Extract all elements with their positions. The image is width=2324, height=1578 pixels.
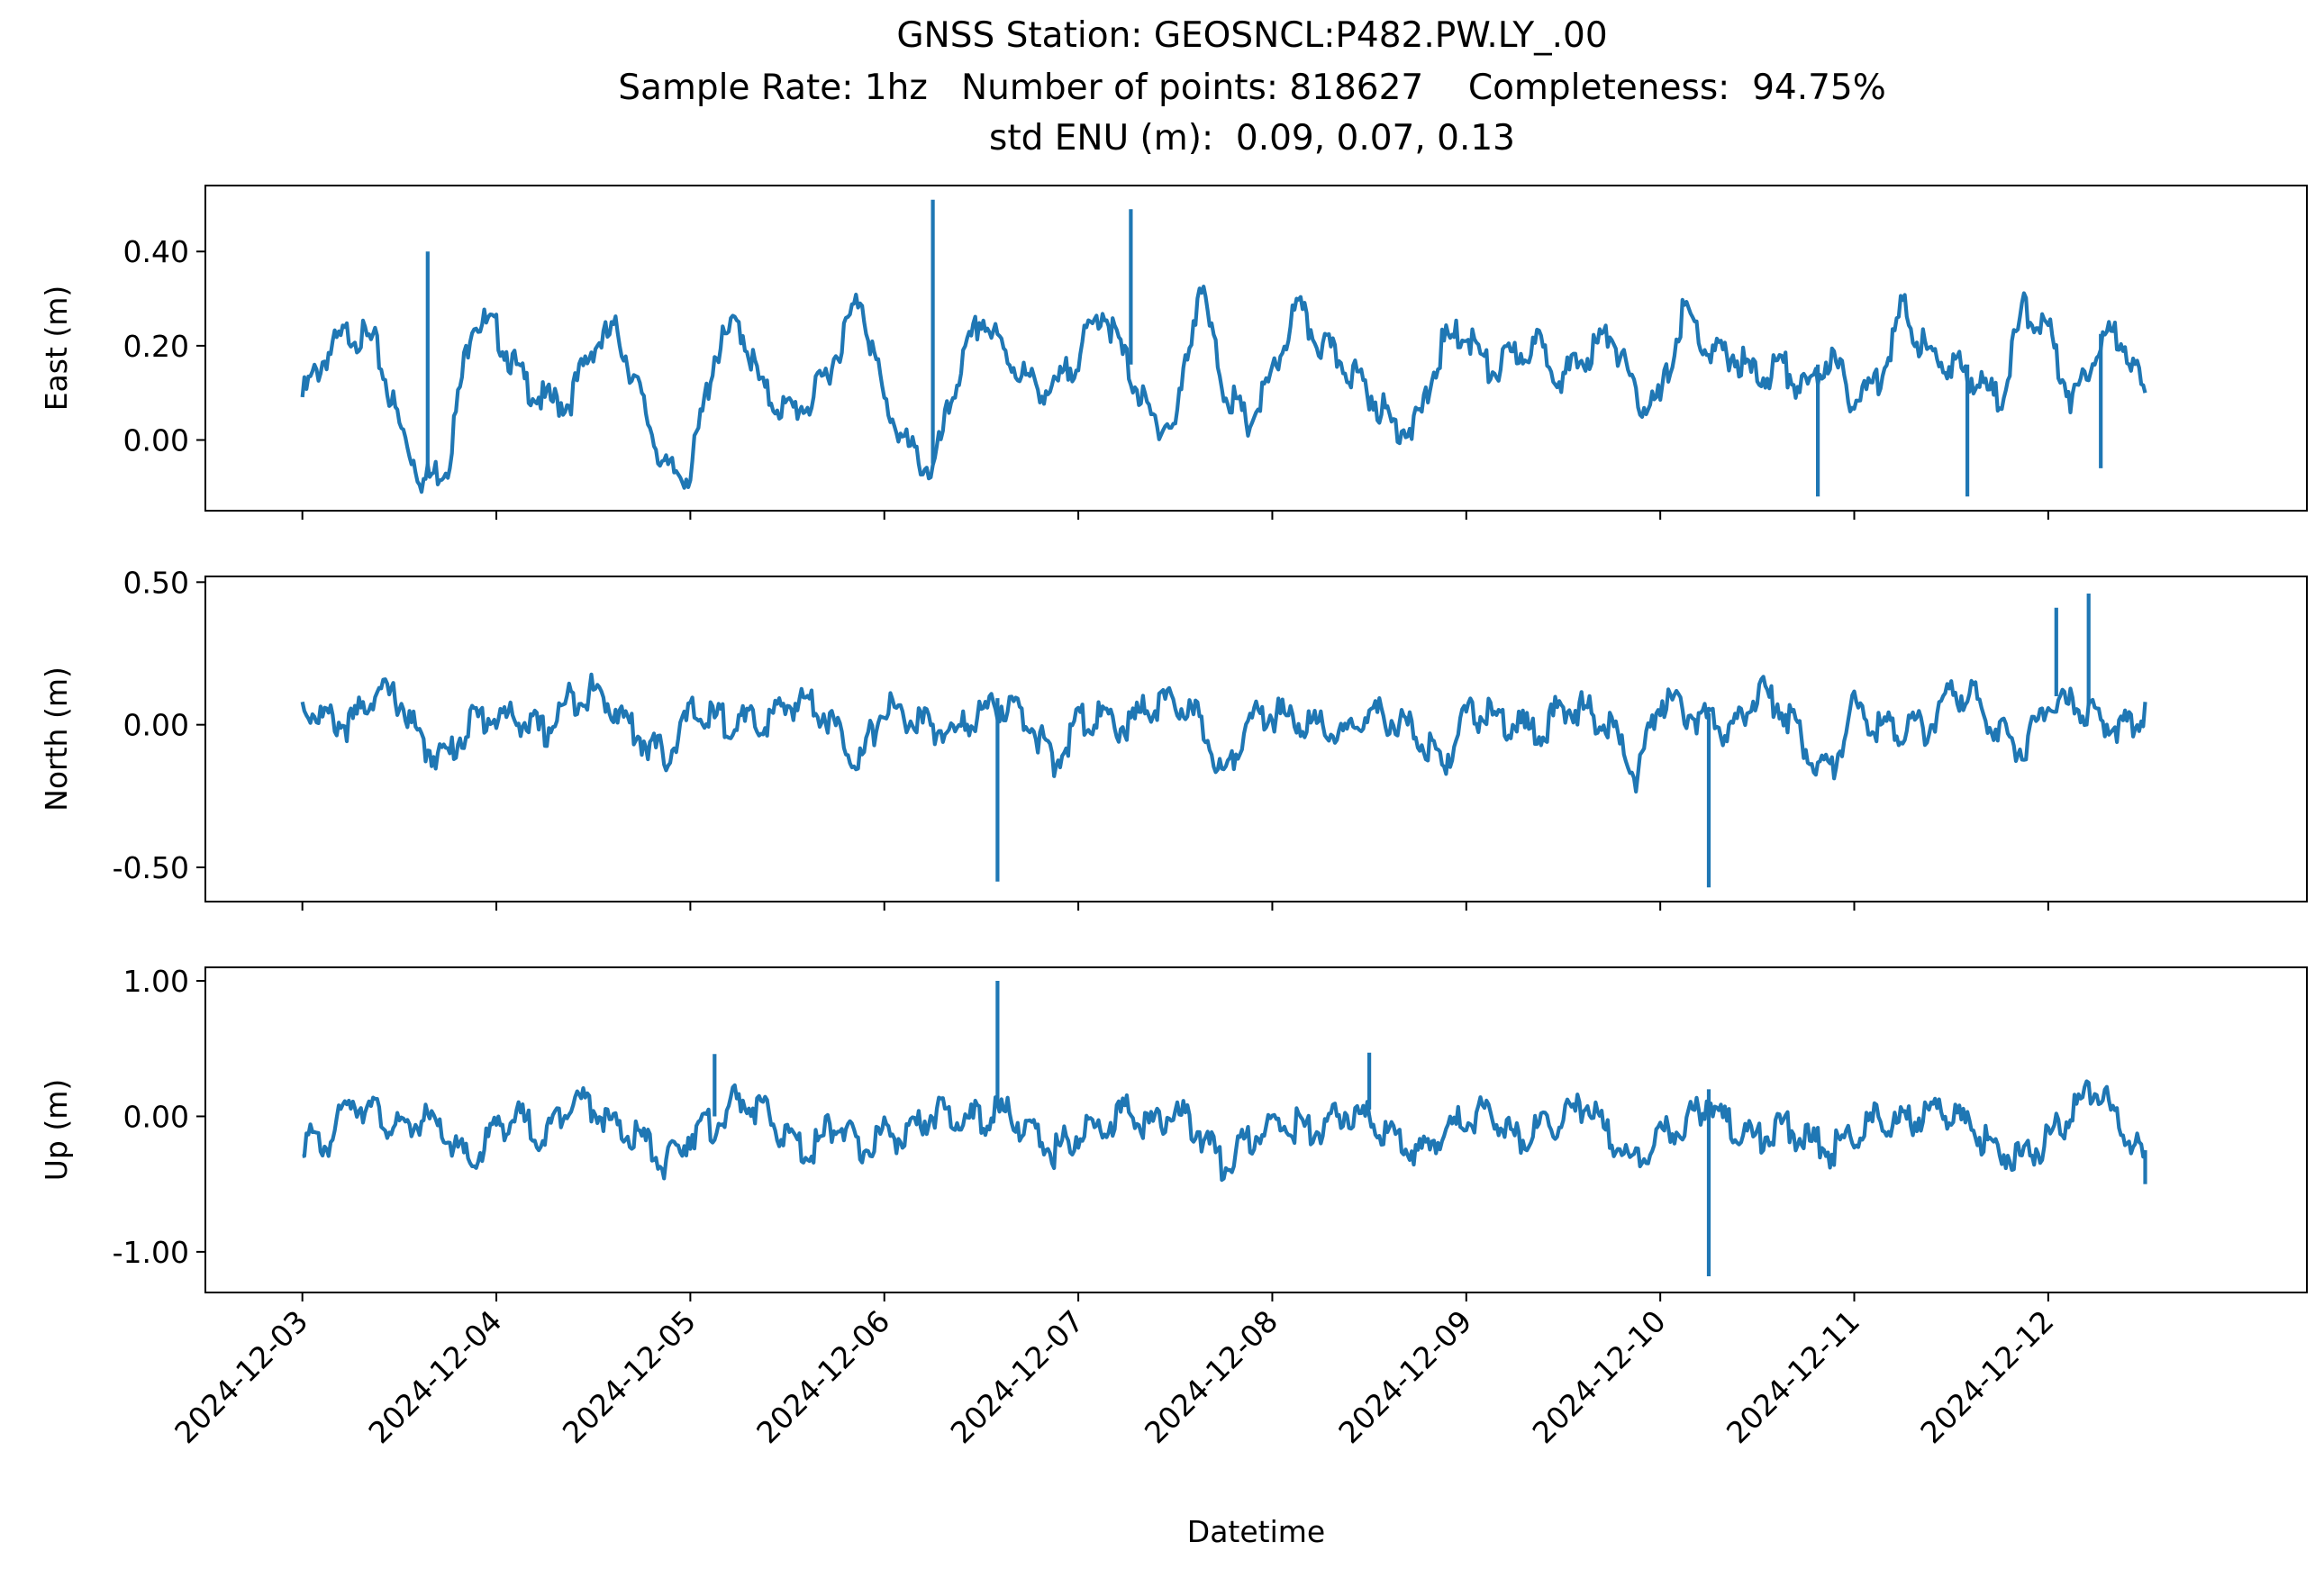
subplot-1: 0.00 0.20 0.40 East (m) xyxy=(39,185,2308,520)
title-line-3: std ENU (m): 0.09, 0.07, 0.13 xyxy=(989,118,1515,159)
title-line-1: GNSS Station: GEOSNCL:P482.PW.LY_.00 xyxy=(896,15,1607,56)
y-axis-label: East (m) xyxy=(39,286,74,412)
series-line xyxy=(300,285,2147,494)
x-axis-label: Datetime xyxy=(1187,1514,1325,1549)
y-tick-label: 0.00 xyxy=(123,423,189,458)
y-tick-label: -1.00 xyxy=(113,1235,189,1270)
y-axis-label: Up (m) xyxy=(39,1079,74,1182)
y-tick-label: 1.00 xyxy=(123,964,189,999)
series-line xyxy=(302,1079,2147,1183)
y-tick-label: 0.00 xyxy=(123,1099,189,1134)
axes-frame xyxy=(204,966,2308,1293)
series-line xyxy=(300,672,2147,794)
title-line-2: Sample Rate: 1hz Number of points: 81862… xyxy=(618,68,1886,108)
y-tick-label: 0.20 xyxy=(123,329,189,364)
y-tick-label: 0.40 xyxy=(123,234,189,269)
axes-frame xyxy=(204,576,2308,902)
subplot-2: -0.50 0.00 0.50 North (m) xyxy=(39,565,2308,911)
y-axis-label: North (m) xyxy=(39,667,74,812)
axes-frame xyxy=(204,185,2308,512)
y-tick-label: -0.50 xyxy=(113,850,189,885)
y-tick-label: 0.00 xyxy=(123,708,189,743)
y-tick-label: 0.50 xyxy=(123,565,189,600)
